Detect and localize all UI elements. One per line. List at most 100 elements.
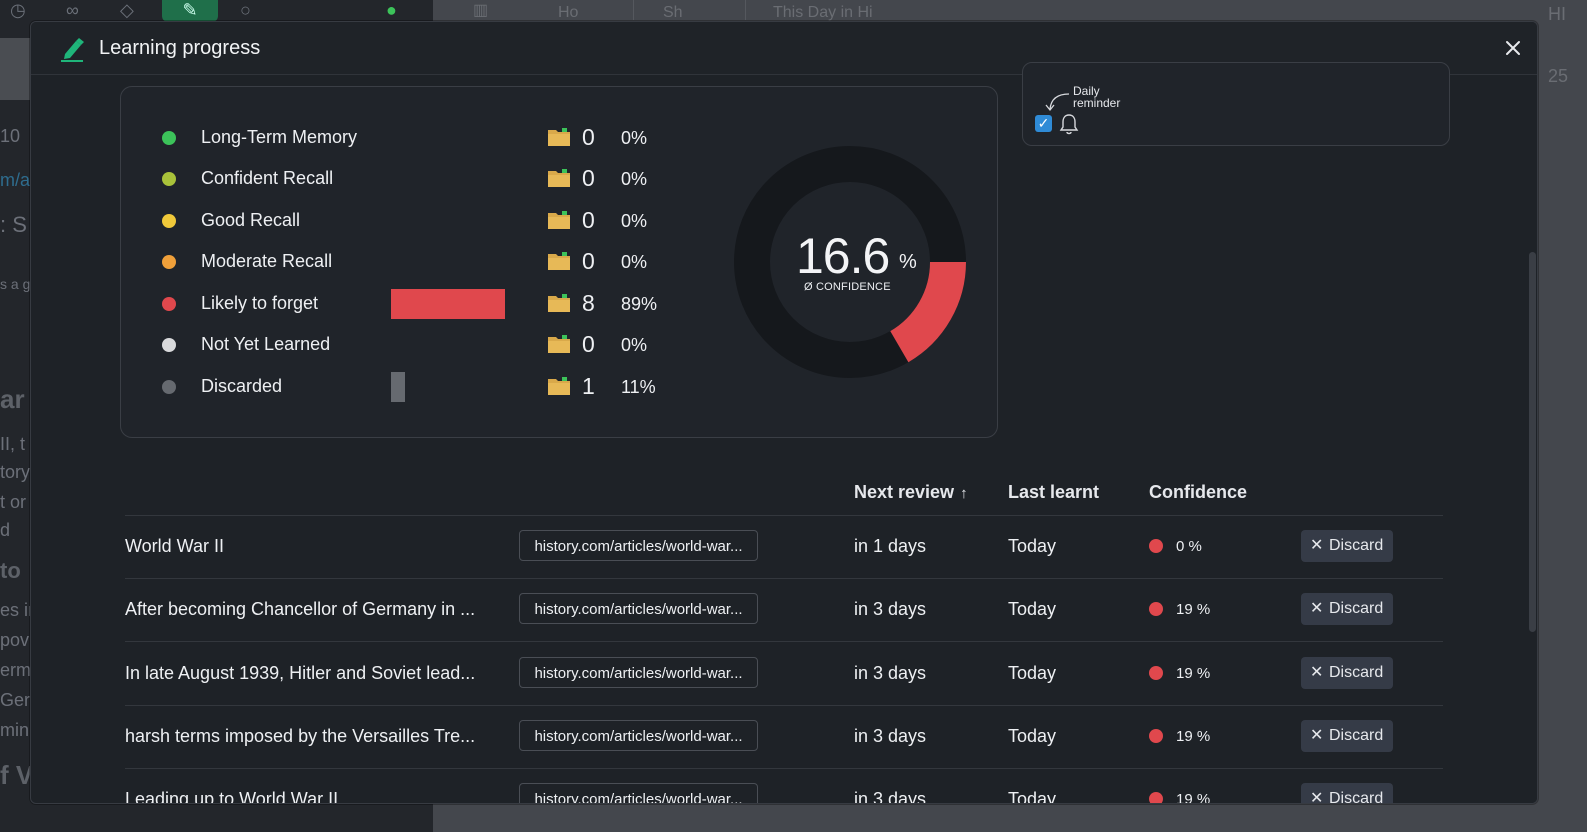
stat-label: Long-Term Memory: [201, 127, 358, 147]
pen-icon: ✎: [162, 0, 218, 22]
next-review-value: in 3 days: [854, 663, 927, 683]
table-row[interactable]: In late August 1939, Hitler and Soviet l…: [125, 643, 1443, 705]
background-divider: [633, 0, 634, 20]
background-text: es ir: [0, 600, 35, 620]
background-toolbar: ◷ ∞ ◇ ✎ ○ ●: [0, 0, 433, 22]
stat-label: Discarded: [201, 376, 283, 396]
stat-count: 0: [582, 207, 595, 233]
status-dot: [162, 297, 176, 311]
background-text: d: [0, 520, 11, 540]
background-nav-item: Sh: [663, 4, 683, 21]
folder-icon: [548, 377, 570, 395]
confidence-dot: [1149, 602, 1163, 616]
folder-icon: [548, 128, 570, 146]
background-thumbnail: [0, 38, 30, 100]
table-row-divider: [125, 705, 1443, 706]
stat-percent: 0%: [621, 211, 648, 231]
discard-button[interactable]: ✕ Discard: [1301, 530, 1393, 562]
last-learnt-value: Today: [1008, 536, 1057, 556]
folder-icon: [548, 294, 570, 312]
discard-button[interactable]: ✕ Discard: [1301, 783, 1393, 804]
discard-button[interactable]: ✕ Discard: [1301, 593, 1393, 625]
scrollbar-thumb[interactable]: [1529, 252, 1536, 632]
background-text: Ger: [0, 690, 31, 710]
source-url-link[interactable]: history.com/articles/world-war...: [519, 593, 758, 624]
background-logo-icon: ▥: [473, 2, 489, 19]
status-dot: [162, 214, 176, 228]
daily-reminder-label-line1: Daily: [1073, 84, 1100, 98]
background-text: min: [0, 720, 30, 740]
discard-button[interactable]: ✕ Discard: [1301, 720, 1393, 752]
stat-row: Good Recall 0 0%: [121, 206, 681, 236]
status-dot: [162, 255, 176, 269]
dialog-header: Learning progress: [31, 22, 1537, 75]
table-row[interactable]: harsh terms imposed by the Versailles Tr…: [125, 706, 1443, 768]
close-icon: ✕: [1310, 600, 1324, 617]
discard-button[interactable]: ✕ Discard: [1301, 657, 1393, 689]
table-row-divider: [125, 768, 1443, 769]
sort-ascending-icon: ↑: [960, 485, 968, 502]
column-header-last-learnt[interactable]: Last learnt: [1008, 482, 1100, 502]
confidence-label: Ø CONFIDENCE: [804, 281, 891, 293]
history-icon: ◷: [10, 0, 26, 20]
source-url-link[interactable]: history.com/articles/world-war...: [519, 720, 758, 751]
question-text: In late August 1939, Hitler and Soviet l…: [125, 663, 476, 683]
bell-icon: ●: [386, 0, 397, 20]
stat-count: 1: [582, 373, 595, 399]
last-learnt-value: Today: [1008, 599, 1057, 619]
source-url-link[interactable]: history.com/articles/world-war...: [519, 657, 758, 688]
confidence-value: 19 %: [1176, 665, 1211, 682]
donut-fill: [889, 261, 966, 363]
status-dot: [162, 338, 176, 352]
stat-row: Likely to forget 8 89%: [121, 289, 681, 319]
background-text: : S: [0, 212, 27, 237]
column-header-next-review[interactable]: Next review ↑: [854, 482, 968, 503]
stat-label: Good Recall: [201, 210, 301, 230]
confidence-dot: [1149, 539, 1163, 553]
stat-bar: [391, 289, 505, 319]
table-row[interactable]: World War II history.com/articles/world-w…: [125, 516, 1443, 578]
daily-reminder-label-line2: reminder: [1073, 96, 1121, 110]
column-header-confidence[interactable]: Confidence: [1149, 482, 1248, 502]
source-url-link[interactable]: history.com/articles/world-war...: [519, 530, 758, 561]
bell-icon[interactable]: [1059, 113, 1079, 135]
daily-reminder-checkbox[interactable]: ✓: [1035, 115, 1052, 132]
last-learnt-value: Today: [1008, 726, 1057, 746]
stat-count: 0: [582, 165, 595, 191]
background-nav-item: HI: [1548, 4, 1566, 24]
table-row[interactable]: After becoming Chancellor of Germany in …: [125, 579, 1443, 641]
next-review-value: in 1 days: [854, 536, 927, 556]
close-icon: ✕: [1310, 664, 1324, 681]
folder-icon: [548, 252, 570, 270]
stat-percent: 0%: [621, 252, 648, 272]
table-row[interactable]: Leading up to World War II history.com/ar…: [125, 769, 1443, 804]
background-heading: f V: [0, 760, 34, 790]
source-url-link[interactable]: history.com/articles/world-war...: [519, 783, 758, 803]
background-heading: ar: [0, 384, 25, 414]
stat-count: 0: [582, 124, 595, 150]
reminder-panel: Daily reminder ✓: [1022, 62, 1450, 146]
stat-count: 8: [582, 290, 595, 316]
curved-arrow-icon: [1045, 93, 1070, 112]
confidence-value: 19 %: [1176, 728, 1211, 745]
stat-label: Confident Recall: [201, 168, 334, 188]
close-icon: [1506, 41, 1520, 55]
status-dot: [162, 172, 176, 186]
confidence-value: 0 %: [1176, 538, 1202, 555]
dialog-title: Learning progress: [99, 37, 261, 59]
confidence-dot: [1149, 792, 1163, 803]
tag-icon: ◇: [120, 0, 134, 20]
close-icon: ✕: [1310, 790, 1324, 804]
daily-reminder-label: Daily reminder: [1073, 85, 1120, 109]
table-row-divider: [125, 641, 1443, 642]
stat-count: 0: [582, 331, 595, 357]
close-button[interactable]: [1501, 36, 1525, 60]
confidence-dot: [1149, 729, 1163, 743]
question-text: harsh terms imposed by the Versailles Tr…: [125, 726, 476, 746]
background-link: m/a: [0, 170, 31, 190]
background-text: t or: [0, 492, 27, 512]
next-review-value: in 3 days: [854, 789, 927, 804]
table-header-divider: [125, 515, 1443, 516]
stat-row: Moderate Recall 0 0%: [121, 247, 681, 277]
stat-percent: 89%: [621, 294, 658, 314]
